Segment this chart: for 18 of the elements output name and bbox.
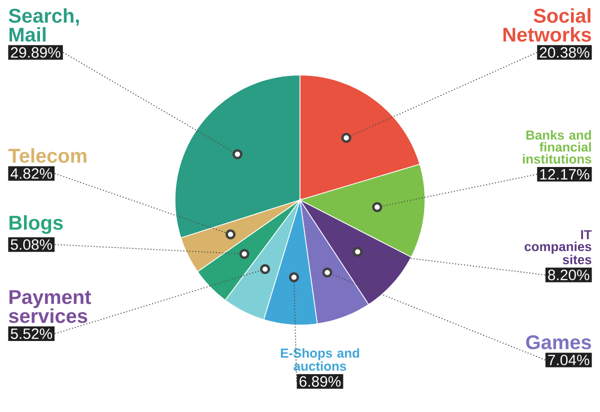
data-label: 12.17%: [540, 169, 590, 180]
slice-label: Payment services: [8, 290, 92, 324]
data-label: 29.89%: [10, 47, 60, 58]
slice-label: Banks and financial institutions: [522, 130, 592, 164]
data-label: 8.20%: [548, 270, 590, 280]
data-label: 7.04%: [548, 354, 590, 366]
slice-label: Blogs: [10, 215, 63, 234]
data-label: 20.38%: [540, 47, 590, 58]
slice-label: Games: [526, 335, 591, 350]
data-label: 5.52%: [10, 328, 52, 340]
slice-label: Social Networks: [503, 8, 591, 42]
data-label: 4.82%: [10, 168, 52, 179]
slice-label: Search, Mail: [8, 8, 79, 42]
data-label: 6.89%: [300, 376, 341, 387]
slice-label: E-Shops and auctions: [280, 348, 360, 371]
slice-label: IT companies sites: [524, 230, 592, 264]
data-label: 5.08%: [10, 239, 52, 250]
slice-label: Telecom: [8, 148, 86, 163]
